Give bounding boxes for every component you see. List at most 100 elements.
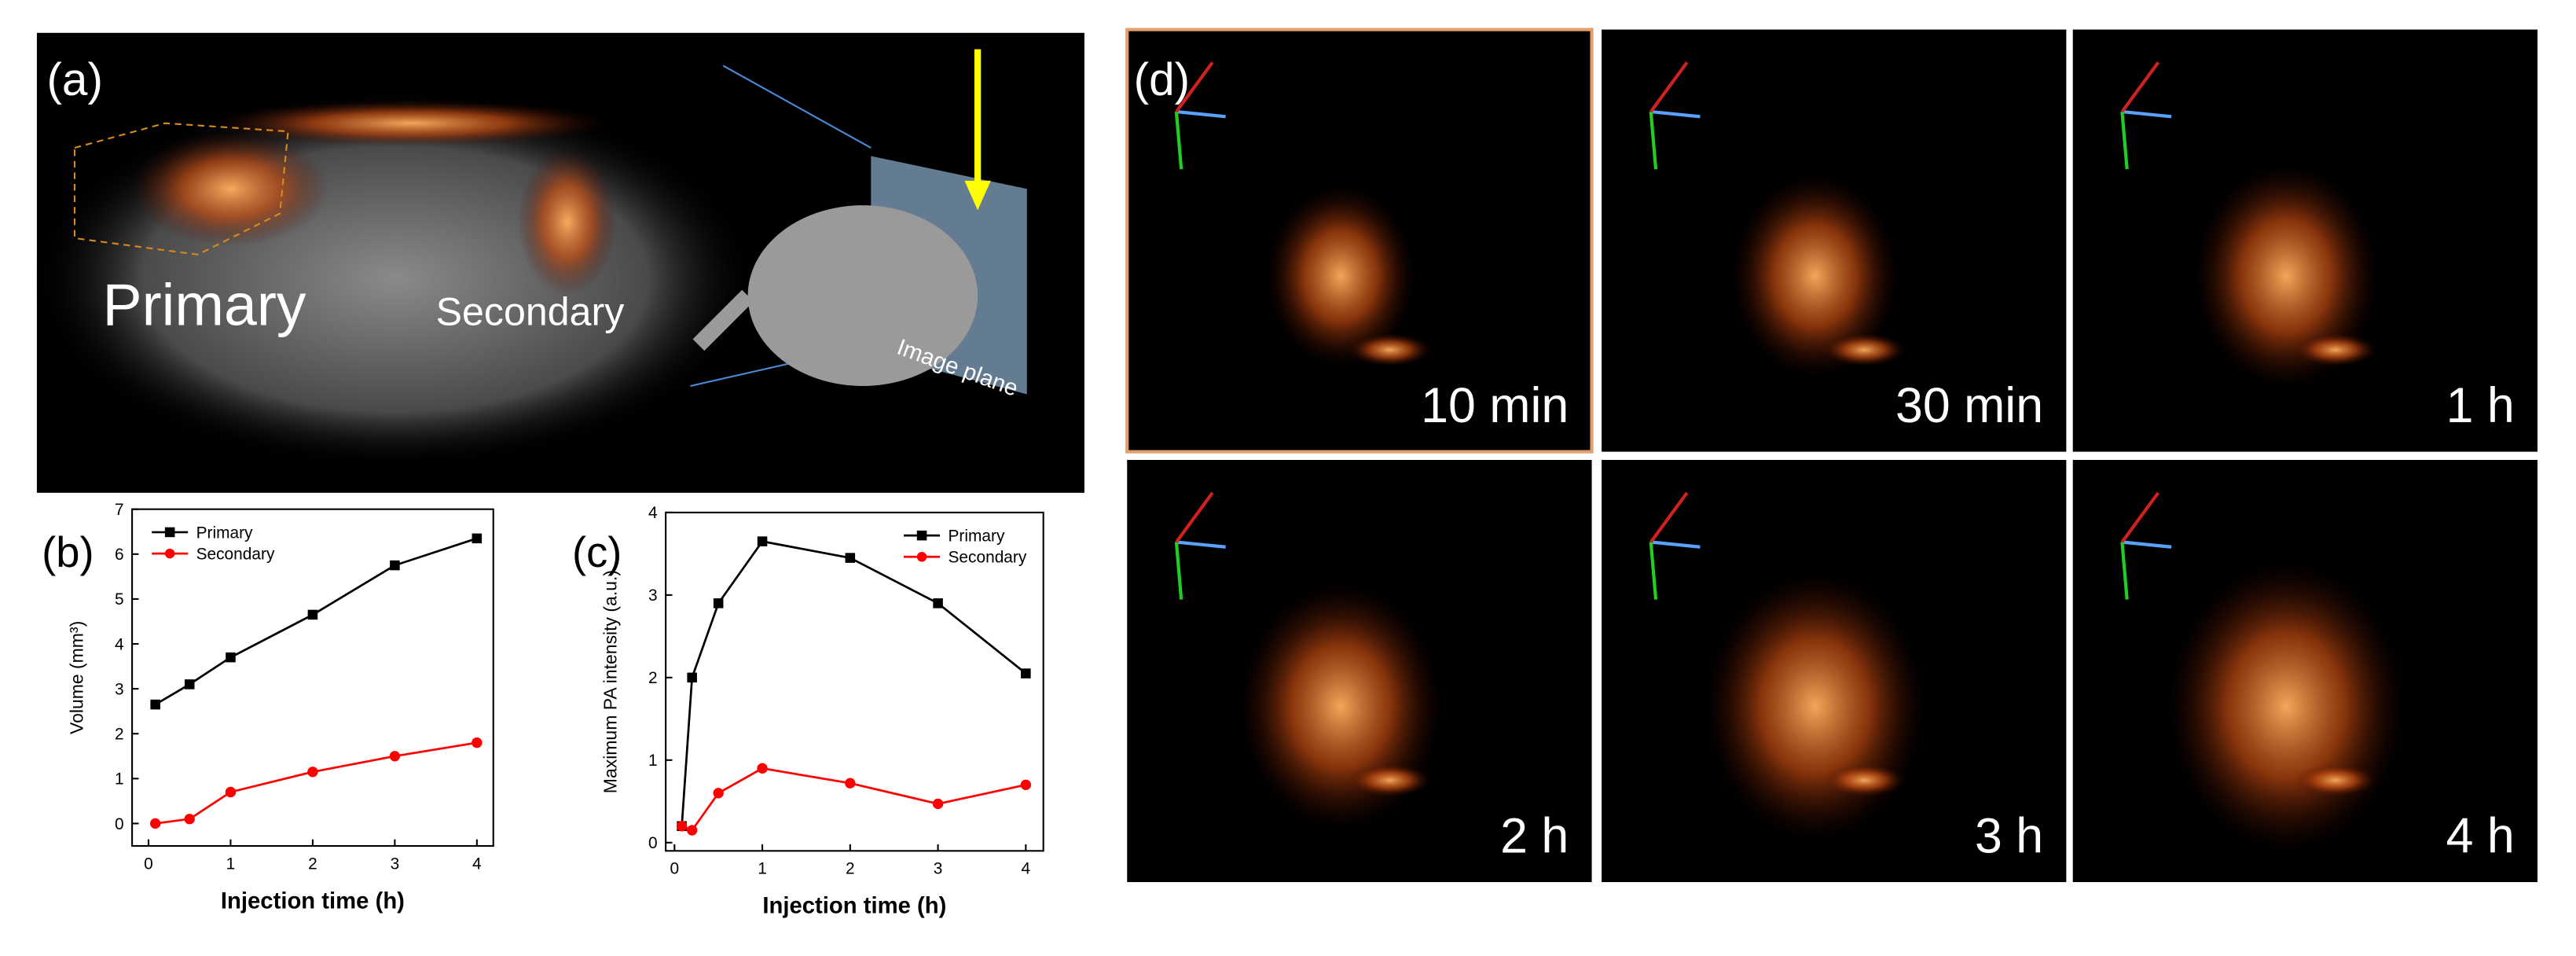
marker (713, 788, 724, 799)
series-line (154, 537, 478, 706)
marker (225, 786, 237, 798)
y-tick-label: 4 (648, 504, 658, 522)
axis-y (1174, 111, 1183, 170)
x-tick-label: 3 (934, 860, 943, 878)
panel-label: (d) (1134, 54, 1191, 105)
legend-marker (916, 530, 927, 541)
signal (1349, 763, 1431, 797)
y-axis-label: Volume (mm³) (66, 621, 86, 734)
plot-frame (131, 508, 494, 848)
legend-label: Secondary (196, 545, 275, 563)
signal (1732, 175, 1898, 377)
axis-z (1175, 61, 1214, 113)
signal (1266, 186, 1415, 366)
axis-x (1176, 540, 1226, 549)
y-tick-label: 2 (115, 726, 124, 744)
signal (2167, 561, 2405, 851)
marker (676, 821, 688, 832)
x-tick-label: 2 (846, 860, 855, 878)
time-label: 30 min (1895, 378, 2043, 433)
marker (149, 818, 161, 829)
plot-frame (665, 511, 1044, 852)
region-label: Primary (102, 272, 306, 338)
axis-z (2120, 61, 2160, 113)
marker (1021, 668, 1031, 678)
time-label: 10 min (1421, 378, 1569, 433)
x-tick-label: 4 (472, 855, 482, 873)
marker (686, 825, 698, 836)
y-tick-label: 3 (115, 680, 124, 698)
axis-y (2120, 542, 2129, 600)
signal (1823, 333, 1906, 366)
axis-y (1649, 111, 1658, 170)
signal (1823, 763, 1906, 797)
axis-z (1649, 61, 1689, 113)
x-tick-label: 0 (670, 860, 680, 878)
marker (933, 598, 943, 609)
x-tick-label: 3 (391, 855, 400, 873)
y-tick-label: 0 (115, 815, 124, 833)
marker (687, 672, 697, 683)
marker (184, 679, 195, 689)
x-axis-label: Injection time (h) (221, 888, 405, 914)
x-tick-label: 2 (308, 855, 317, 873)
x-tick-label: 1 (226, 855, 236, 873)
axis-z (1649, 491, 1689, 543)
time-label: 2 h (1500, 808, 1569, 863)
marker (150, 699, 160, 710)
marker (713, 598, 724, 609)
marker (472, 737, 483, 748)
axis-y (1649, 542, 1658, 600)
y-tick-label: 6 (115, 546, 124, 564)
panel-a: (a) Primary Secondary Image plane (33, 32, 1084, 493)
legend-label: Primary (196, 524, 253, 542)
axis-y (2120, 111, 2129, 170)
panel-label: (a) (46, 54, 103, 105)
region-label: Secondary (436, 290, 625, 334)
marker (932, 798, 944, 810)
legend-marker (916, 552, 927, 562)
marker (307, 609, 318, 620)
signal (1705, 572, 1925, 840)
axis-y (1174, 542, 1183, 600)
marker (757, 763, 768, 774)
panel-d: 10 min 30 min 1 h 2 h 3 h 4 h (d) (1125, 28, 2537, 882)
legend-label: Primary (949, 527, 1005, 545)
time-label: 1 h (2446, 378, 2515, 433)
marker (226, 652, 236, 663)
marker (390, 560, 400, 571)
y-tick-label: 3 (648, 586, 658, 605)
axis-x (1650, 540, 1701, 549)
y-tick-label: 4 (115, 635, 124, 653)
marker (472, 533, 483, 544)
time-label: 3 h (1975, 808, 2043, 863)
y-tick-label: 7 (115, 501, 124, 519)
y-tick-label: 0 (648, 834, 658, 852)
panel-label: (b) (42, 528, 94, 576)
legend-marker (164, 548, 175, 559)
axis-x (2122, 540, 2172, 549)
marker (1020, 779, 1032, 790)
axis-z (2120, 491, 2160, 543)
y-tick-label: 1 (115, 770, 124, 789)
y-tick-label: 5 (115, 590, 124, 609)
y-tick-label: 2 (648, 669, 658, 687)
legend-label: Secondary (949, 549, 1027, 567)
signal (2294, 333, 2377, 366)
axis-z (1175, 491, 1214, 543)
y-axis-label: Maximum PA intensity (a.u.) (600, 570, 620, 793)
series-line (681, 767, 1026, 832)
series-line (155, 741, 478, 825)
marker (184, 814, 195, 825)
signal (2294, 763, 2377, 797)
marker (845, 553, 856, 563)
charts: (b) 0 1 2 3 4 5 6 7 0 1 2 3 4 Injection time (h) Volume… (42, 501, 1044, 919)
marker (845, 778, 856, 789)
axis-x (2122, 109, 2172, 119)
legend-marker (164, 527, 175, 538)
marker (307, 767, 318, 778)
signal (2194, 164, 2378, 388)
x-tick-label: 0 (144, 855, 153, 873)
